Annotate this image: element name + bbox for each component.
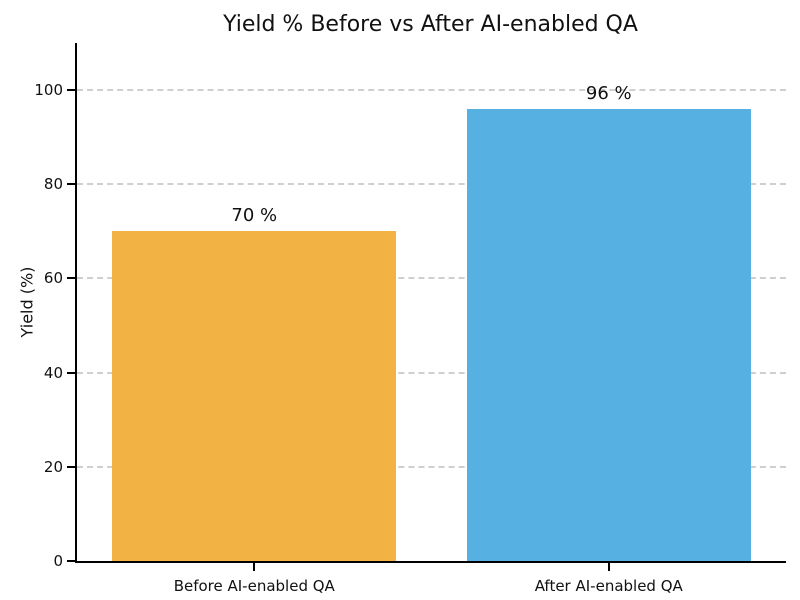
y-gridline <box>77 371 786 374</box>
bar-value-label: 96 % <box>585 82 632 104</box>
x-category-label: Before AI-enabled QA <box>173 577 335 595</box>
y-tick-label: 20 <box>43 457 63 476</box>
x-category-label: After AI-enabled QA <box>534 577 683 595</box>
bar-before <box>112 231 397 561</box>
y-tick-mark <box>67 465 75 468</box>
y-tick-mark <box>67 277 75 280</box>
y-gridline <box>77 277 786 280</box>
bar-value-label: 70 % <box>231 205 278 227</box>
y-tick-mark <box>67 560 75 562</box>
y-tick-mark <box>67 183 75 186</box>
y-gridline <box>77 89 786 92</box>
y-gridline <box>77 183 786 186</box>
y-tick-label: 60 <box>43 269 63 288</box>
chart-title: Yield % Before vs After AI-enabled QA <box>223 12 638 37</box>
y-tick-label: 40 <box>43 363 63 382</box>
y-tick-label: 80 <box>43 175 63 194</box>
y-tick-label: 0 <box>53 552 63 570</box>
y-tick-mark <box>67 371 75 374</box>
y-gridline <box>77 465 786 468</box>
x-tick-mark <box>253 563 256 571</box>
x-tick-mark <box>607 563 610 571</box>
plot-area: 0 20 40 60 80 100 70 % Before AI-enabled QA 96 %… <box>34 43 786 595</box>
y-tick-mark <box>67 89 75 92</box>
y-tick-label: 100 <box>34 81 63 100</box>
bar-after <box>466 108 751 561</box>
